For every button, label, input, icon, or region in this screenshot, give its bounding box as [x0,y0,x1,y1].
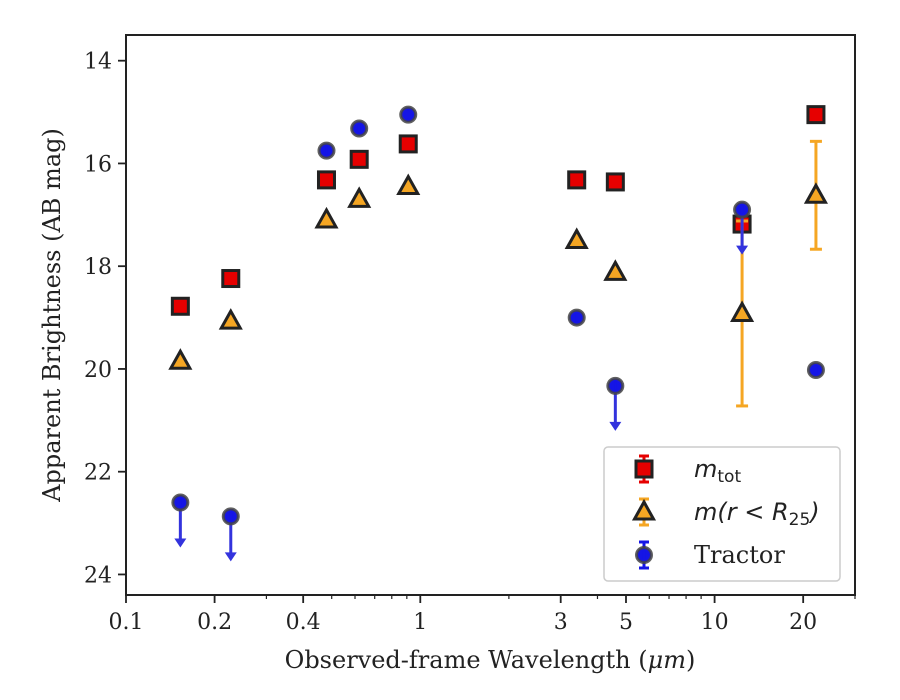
square-point [567,170,587,190]
y-tick-label: 18 [84,255,112,280]
triangle-point [396,173,421,196]
x-tick-label: 10 [701,610,729,635]
x-tick-label: 0.1 [109,610,144,635]
legend: mtot m(r < R25) Tractor [603,446,841,582]
upper-limit-arrowhead [736,245,749,255]
square-point [221,269,241,289]
y-tick-label: 14 [84,50,112,75]
square-point [349,149,369,169]
square-point [170,296,190,316]
plot-frame [125,34,856,596]
x-axis-label-unit: μm [648,646,686,674]
legend-label: Tractor [694,541,785,569]
square-point [398,134,418,154]
triangle-point [347,186,372,208]
legend-label-main: Tractor [694,541,785,569]
legend-label-main: m [694,455,717,483]
legend-label-end: ) [808,498,819,526]
x-axis-label-prefix: Observed-frame Wavelength ( [285,646,648,674]
y-tick-label: 20 [84,358,112,383]
x-tick-label: 20 [789,610,817,635]
triangle-point [803,182,828,204]
upper-limit-arrowhead [609,421,622,431]
triangle-point [314,206,339,229]
legend-label: mtot [694,455,741,487]
y-tick-label: 16 [84,152,112,177]
x-tick-label: 5 [619,610,633,635]
x-axis-label: Observed-frame Wavelength (μm) [285,646,696,674]
legend-label: m(r < R25) [694,498,820,530]
series-square [170,105,826,316]
series-triangle [168,139,828,408]
triangle-point [730,300,755,322]
y-tick-label: 24 [84,563,112,588]
legend-box [603,446,841,582]
triangle-point [168,348,193,370]
x-axis-label-suffix: ) [686,646,695,674]
triangle-point [564,227,589,250]
chart-marks [168,105,828,562]
x-tick-label: 3 [554,610,568,635]
square-point [605,172,625,192]
series-circle [171,105,825,562]
legend-label-main: m(r < R [694,498,789,526]
legend-label-subscript: 25 [789,510,811,530]
square-point [316,170,336,190]
x-tick-label: 0.2 [197,610,232,635]
legend-marker-square [634,459,654,479]
upper-limit-arrowhead [174,538,187,548]
triangle-point [218,308,243,330]
triangle-point [603,259,628,281]
upper-limit-arrowhead [224,552,237,562]
legend-marker-triangle [631,498,657,521]
y-tick-label: 22 [84,461,112,486]
legend-label-subscript: tot [717,467,741,487]
square-point [806,105,826,125]
y-axis-label: Apparent Brightness (AB mag) [38,128,66,503]
x-tick-label: 0.4 [286,610,321,635]
x-tick-label: 1 [413,610,427,635]
chart-axes: 0.1 0.2 0.4 1 3 5 10 20 14 16 18 20 22 24 [84,34,856,635]
